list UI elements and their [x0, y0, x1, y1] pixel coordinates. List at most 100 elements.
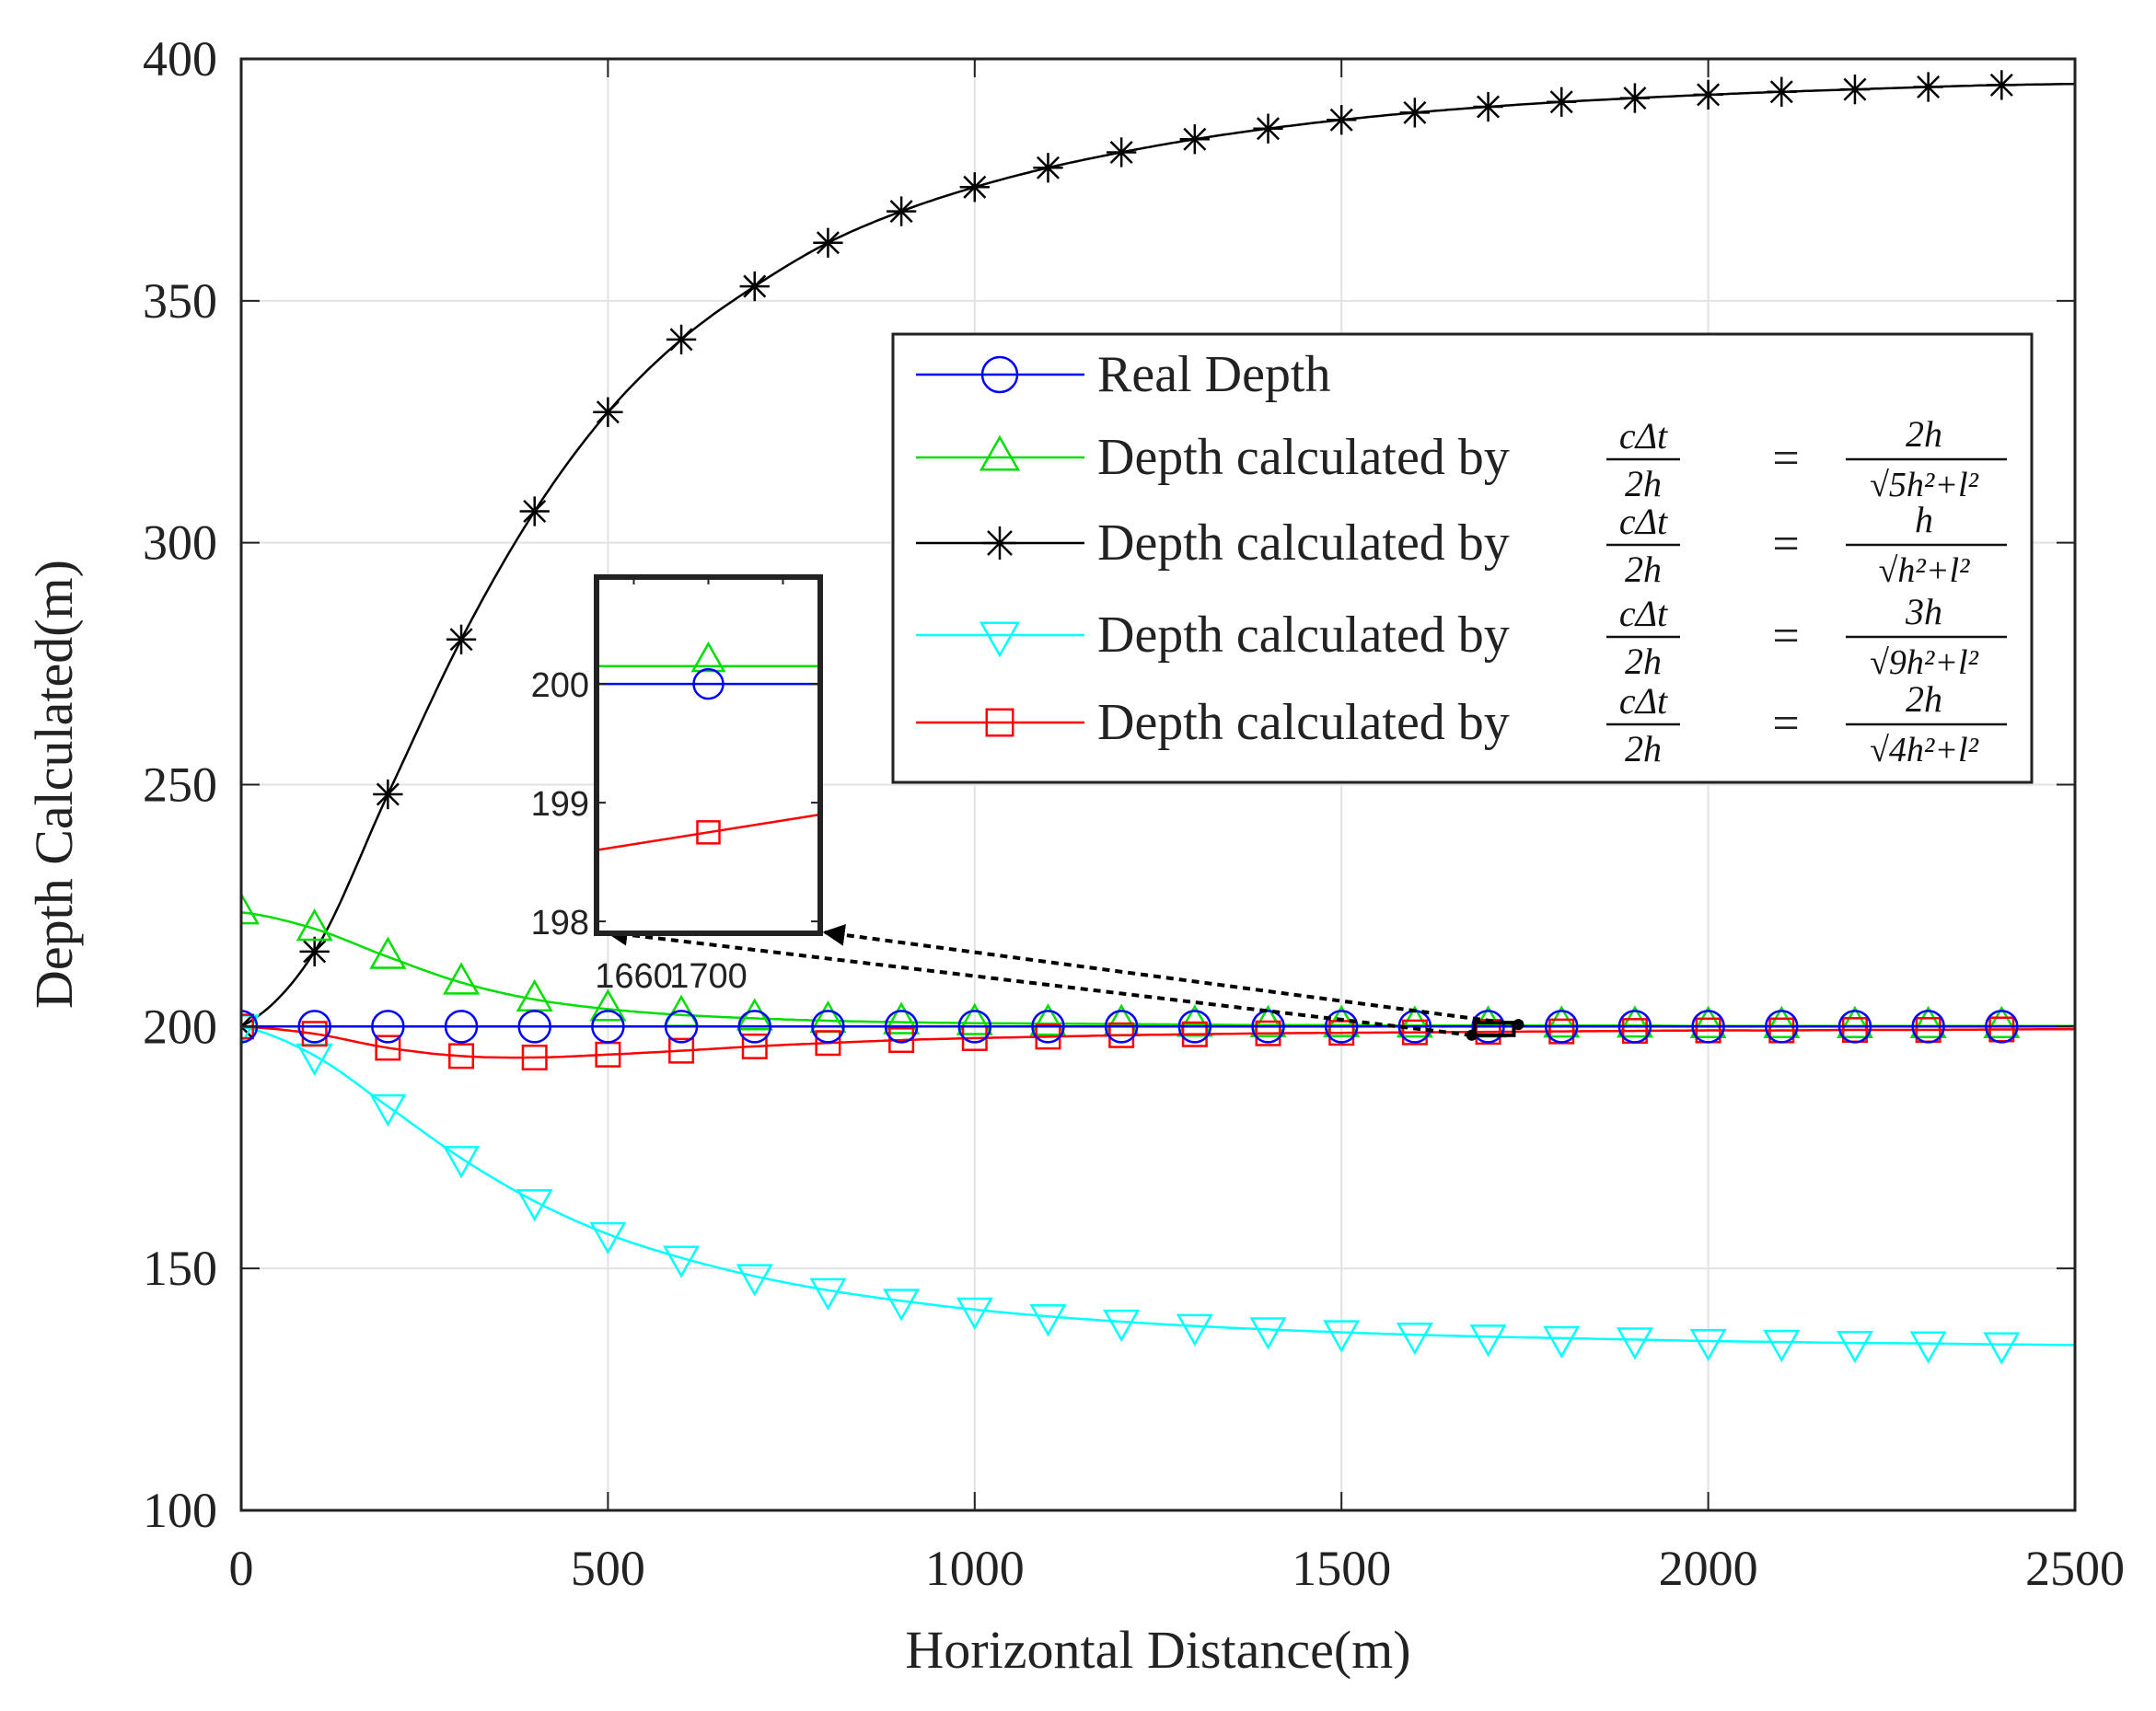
data-point-cyan: [1689, 1328, 1727, 1362]
data-point-cyan: [1909, 1331, 1947, 1364]
data-point-black: [373, 779, 403, 810]
legend-entry-green: Depth calculated by cΔt 2h = 2h √5h²+l²: [916, 413, 2007, 504]
inset-series: [597, 641, 820, 851]
data-point-cyan: [241, 1014, 260, 1047]
data-point-red: [448, 1043, 475, 1069]
formula-lhs-denominator: 2h: [1625, 549, 1662, 590]
data-point-real: [444, 1010, 479, 1044]
data-point-red: [741, 1033, 768, 1059]
formula-lhs-denominator: 2h: [1625, 463, 1662, 504]
data-point-green: [956, 1002, 993, 1035]
data-point-black: [1767, 76, 1797, 107]
data-point-cyan: [1029, 1304, 1067, 1337]
data-point-black: [1839, 74, 1871, 105]
data-point-real: [957, 1010, 992, 1044]
y-tick-label: 200: [143, 999, 217, 1054]
x-tick-label: 2500: [2025, 1541, 2125, 1596]
formula-rhs-numerator: 3h: [1905, 591, 1942, 632]
legend-entry-real: Real Depth: [916, 346, 1330, 403]
data-point-cyan: [1249, 1317, 1287, 1350]
legend-box: [891, 332, 2034, 784]
legend-marker: [985, 708, 1014, 737]
data-point-real: [884, 1010, 919, 1044]
data-point-green: [1763, 1005, 1801, 1038]
formula-equals: =: [1772, 610, 1799, 663]
zoom-annotation: [605, 923, 1524, 1041]
data-point-black: [1619, 83, 1651, 113]
data-point-cyan: [369, 1093, 407, 1127]
legend-label: Depth calculated by: [1097, 607, 1510, 664]
legend-label: Depth calculated by: [1097, 694, 1510, 751]
data-point-black: [1399, 98, 1431, 128]
data-point-red: [1401, 1019, 1428, 1046]
zoom-arrow: [605, 923, 1472, 1037]
data-point-green: [1909, 1005, 1947, 1038]
data-point-real: [1691, 1010, 1725, 1044]
series-real: [241, 1010, 2075, 1044]
legend-entry-black: Depth calculated by cΔt 2h = h √h²+l²: [916, 499, 2007, 590]
data-point-cyan: [956, 1297, 993, 1330]
data-point-red: [668, 1037, 695, 1064]
data-point-red: [301, 1021, 328, 1047]
legend-marker: [979, 621, 1021, 658]
inset-green-marker: [690, 641, 726, 673]
x-tick-label: 500: [571, 1541, 645, 1596]
formula-equals: =: [1772, 698, 1799, 750]
data-point-green: [443, 962, 481, 995]
data-point-black: [1473, 91, 1503, 122]
data-point-green: [883, 1001, 921, 1035]
data-point-black: [1547, 87, 1577, 117]
data-point-real: [1911, 1010, 1945, 1044]
data-point-black: [1327, 105, 1357, 135]
data-point-black: [959, 172, 990, 202]
inset-y-tick-label: 199: [531, 785, 589, 824]
data-point-green: [241, 892, 260, 925]
data-point-green: [736, 998, 773, 1031]
formula-lhs-denominator: 2h: [1625, 728, 1662, 769]
data-point-cyan: [1103, 1309, 1141, 1343]
data-point-cyan: [809, 1277, 847, 1311]
formula-rhs-denominator: √9h²+l²: [1870, 643, 1978, 682]
data-point-black: [299, 936, 330, 967]
data-point-green: [1616, 1005, 1653, 1038]
data-point-real: [1177, 1010, 1212, 1044]
data-point-cyan: [736, 1264, 773, 1297]
formula-rhs-numerator: 2h: [1906, 678, 1942, 720]
legend-label: Depth calculated by: [1097, 514, 1510, 572]
legend-marker: [979, 434, 1021, 471]
data-point-green: [1029, 1003, 1067, 1036]
data-point-cyan: [1543, 1325, 1581, 1358]
y-tick-label: 100: [143, 1483, 217, 1538]
series-black: [241, 70, 2075, 1042]
data-point-real: [1985, 1010, 2019, 1044]
series-cyan: [241, 1014, 2075, 1365]
data-point-real: [811, 1010, 845, 1044]
data-point-cyan: [1983, 1332, 2021, 1365]
data-point-black: [1179, 124, 1210, 155]
axis-ticks: 0 500 1000 1500 2000 2500 100 150 200 250 300 350 40…: [143, 31, 2125, 1596]
series-line-cyan: [241, 1025, 2075, 1347]
y-axis-label: Depth Calculated(m): [24, 560, 84, 1009]
legend-label: Depth calculated by: [1097, 429, 1510, 486]
y-tick-label: 350: [143, 273, 217, 329]
inset-y-tick-label: 200: [531, 666, 589, 705]
data-point-cyan: [443, 1146, 481, 1179]
data-point-cyan: [1323, 1320, 1361, 1353]
data-point-black: [1033, 153, 1063, 183]
data-point-black: [446, 624, 477, 654]
data-point-black: [739, 271, 770, 302]
data-point-red: [815, 1030, 841, 1057]
data-point-real: [1471, 1010, 1505, 1044]
legend-entry-cyan: Depth calculated by cΔt 2h = 3h √9h²+l²: [916, 591, 2007, 682]
data-point-black: [813, 227, 843, 258]
data-point-real: [1031, 1010, 1065, 1044]
data-point-green: [1689, 1005, 1727, 1038]
x-tick-label: 1000: [925, 1541, 1025, 1596]
inset-y-tick-label: 198: [531, 904, 589, 942]
y-tick-label: 250: [143, 757, 217, 813]
data-point-cyan: [1396, 1323, 1433, 1356]
formula-equals: =: [1772, 433, 1799, 485]
formula-rhs-denominator: √5h²+l²: [1870, 466, 1978, 504]
inset-red-line: [597, 813, 820, 851]
